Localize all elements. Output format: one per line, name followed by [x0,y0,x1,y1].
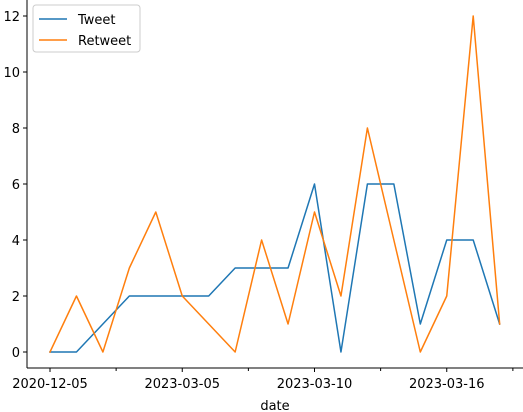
y-tick-label: 10 [3,66,20,81]
y-tick-label: 2 [12,290,20,305]
y-tick-label: 6 [12,178,20,193]
legend-label-retweet: Retweet [78,34,131,49]
y-ticks: 0 2 4 6 8 10 12 [3,10,27,361]
y-tick-label: 4 [12,234,20,249]
axes-layer [26,0,523,369]
series-line-tweet [49,183,501,353]
y-tick-label: 8 [12,122,20,137]
series-line-retweet [49,15,501,353]
x-axis-label: date [260,399,289,412]
legend: Tweet Retweet [32,4,141,53]
legend-label-tweet: Tweet [77,13,116,28]
x-tick-label: 2020-12-05 [12,377,88,392]
series-layer [49,15,501,353]
y-tick-label: 12 [3,10,20,25]
x-tick-label: 2023-03-16 [409,377,485,392]
y-tick-label: 0 [12,346,20,361]
x-ticks: 2020-12-05 2023-03-05 2023-03-10 2023-03-16 [12,368,514,392]
x-tick-label: 2023-03-05 [144,377,220,392]
x-tick-label: 2023-03-10 [277,377,353,392]
